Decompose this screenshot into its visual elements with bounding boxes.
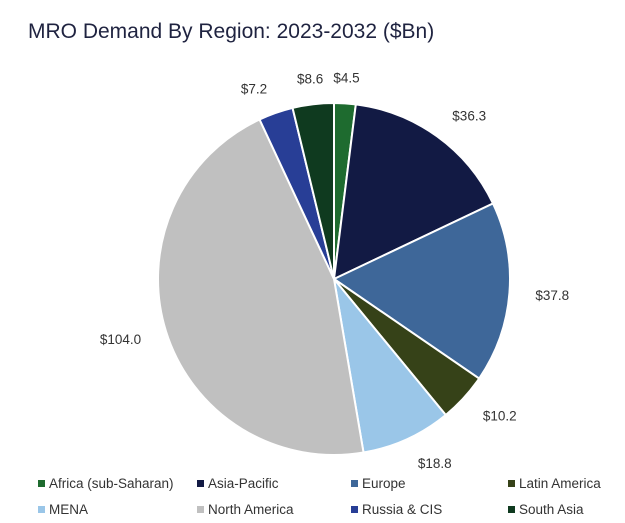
data-label-3: $37.8 <box>535 288 569 303</box>
data-labels: $4.5 $36.3 $37.8 $10.2 $18.8 $104.0 $7.2 $8.6 <box>100 70 569 470</box>
data-label-5: $18.8 <box>418 456 452 471</box>
pie-slice-8 <box>291 101 335 280</box>
data-label-7: $7.2 <box>241 81 267 96</box>
legend: Africa (sub-Saharan) Asia-Pacific Europe La… <box>38 476 601 517</box>
legend-label-4: Latin America <box>519 476 601 491</box>
chart-title: MRO Demand By Region: 2023-2032 ($Bn) <box>28 20 435 43</box>
data-label-2: $36.3 <box>452 108 486 123</box>
pie-slices <box>157 101 511 456</box>
legend-label-2: Asia-Pacific <box>208 476 279 491</box>
pie-slice-3 <box>332 202 511 380</box>
legend-label-1: Africa (sub-Saharan) <box>49 476 174 491</box>
legend-swatch-7 <box>351 506 358 513</box>
data-label-1: $4.5 <box>333 70 359 85</box>
legend-label-3: Europe <box>362 476 406 491</box>
data-label-8: $8.6 <box>297 71 323 86</box>
legend-swatch-6 <box>197 506 204 513</box>
legend-label-8: South Asia <box>519 502 584 517</box>
pie-slice-2 <box>332 103 495 281</box>
data-label-6: $104.0 <box>100 332 141 347</box>
pie-slice-5 <box>332 275 448 454</box>
legend-swatch-5 <box>38 506 45 513</box>
legend-swatch-2 <box>197 480 204 487</box>
legend-label-6: North America <box>208 502 294 517</box>
legend-swatch-4 <box>508 480 515 487</box>
legend-label-5: MENA <box>49 502 88 517</box>
legend-swatch-1 <box>38 480 45 487</box>
legend-swatch-8 <box>508 506 515 513</box>
legend-label-7: Russia & CIS <box>362 502 442 517</box>
legend-swatch-3 <box>351 480 358 487</box>
pie-slice-6 <box>157 118 365 456</box>
data-label-4: $10.2 <box>483 409 517 424</box>
